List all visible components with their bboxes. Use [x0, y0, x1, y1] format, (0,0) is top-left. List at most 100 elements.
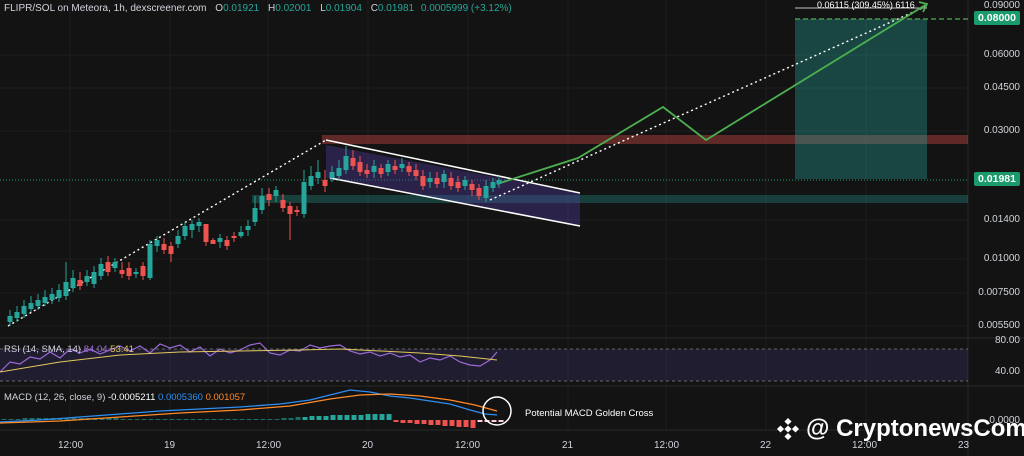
time-axis-label: 12:00 — [256, 440, 282, 451]
candle-body — [168, 246, 174, 254]
target-price-tag: 0.08000 — [974, 11, 1020, 25]
macd-histogram-bar — [428, 420, 434, 425]
rsi-line — [0, 342, 498, 373]
time-axis-label: 12:00 — [58, 440, 84, 451]
candle-body — [182, 226, 188, 236]
candle-body — [329, 172, 335, 178]
macd-histogram-bar — [120, 419, 126, 420]
low-value: 0.01904 — [325, 3, 362, 14]
macd-histogram-bar — [358, 415, 364, 420]
candle-body — [483, 186, 489, 198]
macd-histogram-bar — [288, 418, 294, 420]
resistance-zone — [322, 135, 968, 144]
candle-body — [371, 166, 377, 172]
macd-histogram-bar — [337, 415, 343, 420]
time-axis-label: 22 — [760, 440, 772, 451]
candle-body — [238, 232, 244, 236]
candle-body — [70, 278, 76, 288]
rsi-sma-line — [0, 348, 498, 373]
macd-histogram-bar — [414, 420, 420, 424]
candle-body — [315, 172, 321, 178]
macd-annotation: Potential MACD Golden Cross — [525, 408, 654, 419]
candle-body — [189, 224, 195, 230]
candle-body — [49, 294, 55, 300]
target-box — [795, 19, 927, 179]
macd-histogram-bar — [148, 419, 154, 420]
measure-label: 0.06115 (309.45%) 6116 — [817, 0, 915, 10]
macd-histogram-bar — [169, 419, 175, 420]
candle-body — [77, 280, 83, 286]
candle-body — [98, 264, 104, 276]
macd-histogram-bar — [351, 415, 357, 420]
macd-histogram-bar — [239, 419, 245, 420]
candle-body — [259, 196, 265, 210]
macd-histogram-bar — [295, 417, 301, 420]
candle-body — [63, 282, 69, 296]
candle-body — [7, 316, 13, 322]
macd-header: MACD (12, 26, close, 9) -0.0005211 0.000… — [4, 392, 246, 403]
macd-histogram-bar — [113, 418, 119, 420]
macd-axis-label: 0.0000 — [989, 415, 1020, 426]
candle-body — [245, 226, 251, 230]
candle-body — [147, 244, 153, 278]
macd-histogram-bar — [435, 420, 441, 425]
rsi-sma-value: 53.41 — [110, 344, 134, 355]
rsi-axis-top: 80.00 — [994, 335, 1020, 346]
macd-histogram-bar — [36, 418, 42, 420]
candle-body — [210, 240, 216, 244]
candle-body — [273, 190, 279, 196]
macd-histogram-bar — [218, 419, 224, 420]
macd-histogram-bar — [470, 420, 476, 428]
macd-histogram-bar — [8, 419, 14, 420]
macd-histogram-bar — [64, 418, 70, 420]
macd-histogram-bar — [99, 418, 105, 420]
macd-signal-value: 0.001057 — [205, 392, 246, 403]
macd-histogram-bar — [162, 419, 168, 420]
candle-body — [280, 200, 286, 208]
macd-histogram-bar — [477, 420, 483, 422]
candle-body — [105, 262, 111, 272]
macd-histogram-bar — [491, 420, 497, 422]
macd-histogram-bar — [1, 419, 7, 420]
candle-body — [399, 164, 405, 168]
time-axis-label: 12:00 — [852, 440, 878, 451]
macd-histogram-bar — [379, 414, 385, 420]
macd-histogram-bar — [323, 416, 329, 420]
macd-histogram-bar — [211, 419, 217, 420]
macd-histogram-bar — [106, 418, 112, 420]
macd-histogram-bar — [15, 419, 21, 420]
macd-histogram-bar — [309, 416, 315, 420]
candle-body — [84, 276, 90, 282]
time-axis-label: 12:00 — [455, 440, 481, 451]
time-axis-label: 19 — [164, 440, 176, 451]
macd-histogram-bar — [141, 419, 147, 420]
macd-histogram-bar — [183, 419, 189, 420]
macd-histogram-bar — [267, 419, 273, 420]
candle-body — [266, 194, 272, 200]
support-zone — [252, 195, 968, 203]
macd-histogram-bar — [246, 419, 252, 420]
candle-body — [455, 182, 461, 188]
macd-hist-value: -0.0005211 — [108, 392, 156, 403]
candle-body — [476, 188, 482, 196]
macd-histogram-bar — [190, 419, 196, 420]
candle-body — [364, 170, 370, 174]
candle-body — [434, 178, 440, 184]
rsi-axis-bottom: 40.00 — [994, 366, 1020, 377]
candle-body — [231, 236, 237, 238]
projection-path — [496, 3, 928, 185]
candle-body — [91, 272, 97, 284]
macd-histogram-bar — [393, 420, 399, 422]
candle-body — [224, 240, 230, 246]
candle-body — [154, 240, 160, 246]
macd-value: 0.0005360 — [158, 392, 203, 403]
macd-histogram-bar — [274, 419, 280, 420]
macd-histogram-bar — [302, 417, 308, 420]
macd-histogram-bar — [372, 414, 378, 420]
macd-histogram-bar — [71, 418, 77, 420]
price-axis-label: 0.09000 — [983, 0, 1020, 11]
rsi-header: RSI (14, SMA, 14) 84.04 53.41 — [4, 344, 134, 355]
macd-histogram-bar — [442, 420, 448, 426]
candle-body — [217, 238, 223, 242]
